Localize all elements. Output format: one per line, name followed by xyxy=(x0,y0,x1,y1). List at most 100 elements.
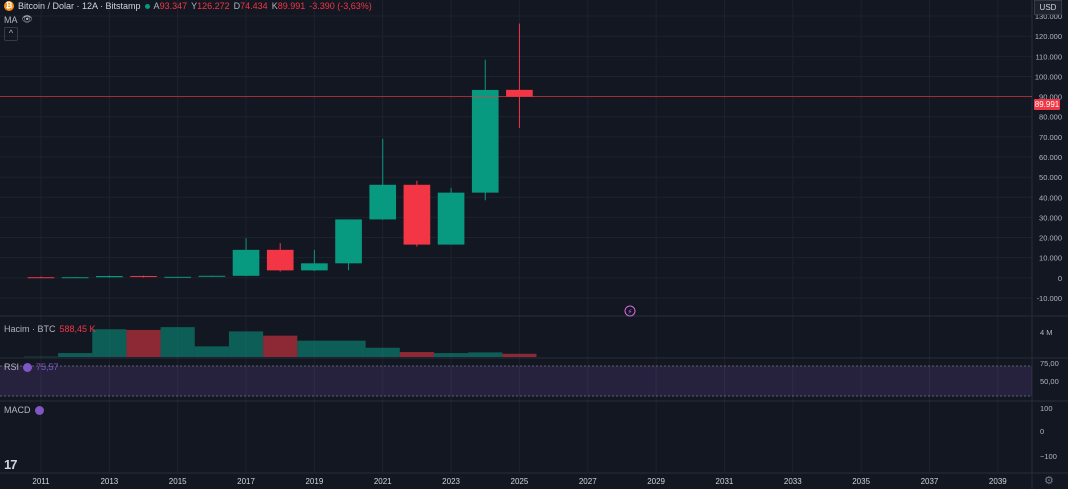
candle-body xyxy=(403,184,431,245)
rsi-pane-band xyxy=(0,365,1032,397)
time-tick-label: 2027 xyxy=(579,477,597,486)
price-tick-label: 90.000 xyxy=(1039,93,1062,102)
candle-2021[interactable] xyxy=(369,138,397,220)
candle-2016[interactable] xyxy=(198,275,226,278)
time-tick-label: 2025 xyxy=(511,477,529,486)
candle-body xyxy=(61,277,89,279)
macd-legend[interactable]: MACD xyxy=(4,405,44,415)
dividend-marker-icon[interactable]: ⚡ xyxy=(624,305,636,317)
volume-bar-2014 xyxy=(126,329,161,357)
indicator-icon xyxy=(34,405,44,415)
candles xyxy=(27,23,533,279)
volume-bar-2019 xyxy=(297,340,332,357)
time-tick-label: 2031 xyxy=(716,477,734,486)
settings-gear-icon[interactable]: ⚙ xyxy=(1044,475,1054,487)
rsi-legend[interactable]: RSI 75,57 xyxy=(4,362,59,372)
rsi-band xyxy=(0,366,1032,396)
price-tick-label: 130.000 xyxy=(1035,12,1062,21)
candle-2014[interactable] xyxy=(130,275,157,278)
ohlc-open-key: A xyxy=(153,1,160,11)
candle-2012[interactable] xyxy=(61,277,89,279)
price-tick-label: -10.000 xyxy=(1037,294,1062,303)
symbol-legend[interactable]: ₿ Bitcoin / Dolar · 12A · Bitstamp A93.3… xyxy=(4,1,372,11)
volume-bar-2011 xyxy=(23,356,59,358)
candle-2023[interactable] xyxy=(437,187,465,245)
sub-pane-ticks: 4 M 75,00 50,00 100 0 −100 xyxy=(1040,328,1059,461)
volume-bar-2020 xyxy=(331,340,366,357)
candle-body xyxy=(232,249,260,276)
price-scale-ticks: 130.000 120.000 110.000 100.000 90.000 80.000… xyxy=(1035,12,1062,303)
candle-2024[interactable] xyxy=(471,59,499,201)
candle-2025[interactable] xyxy=(506,23,533,128)
ma-label[interactable]: MA xyxy=(4,14,18,25)
time-tick-label: 2011 xyxy=(32,477,50,486)
time-tick-label: 2039 xyxy=(989,477,1007,486)
candle-2013[interactable] xyxy=(96,275,123,278)
volume-bar-2013 xyxy=(92,329,127,357)
ma-legend[interactable]: MA 👁 xyxy=(4,14,33,25)
volume-bar-2016 xyxy=(194,346,229,357)
candle-body xyxy=(130,276,157,278)
ohlc-low-key: D xyxy=(233,1,241,11)
candle-body xyxy=(506,89,533,97)
sub-pane-tick-label: 0 xyxy=(1040,427,1044,436)
candle-body xyxy=(301,263,328,271)
time-tick-label: 2033 xyxy=(784,477,802,486)
ohlc-low: 74.434 xyxy=(240,1,268,11)
current-price-label: 89.991 xyxy=(1034,99,1060,110)
time-tick-label: 2029 xyxy=(647,477,665,486)
candle-2011[interactable] xyxy=(27,276,55,279)
candle-2019[interactable] xyxy=(301,249,328,271)
volume-legend[interactable]: Hacim · BTC 588,45 K xyxy=(4,324,96,334)
collapse-legend-button[interactable]: ^ xyxy=(4,27,18,41)
indicator-icon xyxy=(23,362,33,372)
bitcoin-icon: ₿ xyxy=(4,1,14,11)
price-tick-label: 70.000 xyxy=(1039,133,1062,142)
tradingview-logo[interactable]: 17 xyxy=(4,457,18,472)
price-tick-label: 30.000 xyxy=(1039,213,1062,222)
volume-bar-2021 xyxy=(365,347,400,357)
candle-2017[interactable] xyxy=(232,238,260,277)
ohlc-high-key: Y xyxy=(191,1,198,11)
candle-body xyxy=(471,89,499,193)
ohlc-values: A93.347 Y126.272 D74.434 K89.991 -3.390 … xyxy=(154,1,372,11)
candle-2022[interactable] xyxy=(403,180,431,247)
candle-2020[interactable] xyxy=(335,219,362,271)
grid-lines xyxy=(0,0,1032,472)
time-tick-label: 2017 xyxy=(237,477,255,486)
price-tick-label: 120.000 xyxy=(1035,32,1062,41)
sub-pane-tick-label: 75,00 xyxy=(1040,359,1059,368)
eye-icon[interactable]: 👁 xyxy=(21,14,33,24)
ohlc-open: 93.347 xyxy=(159,1,188,11)
time-tick-label: 2023 xyxy=(442,477,460,486)
volume-bar-2025 xyxy=(502,353,537,357)
time-tick-label: 2013 xyxy=(100,477,118,486)
candle-2018[interactable] xyxy=(266,243,294,272)
time-axis-ticks: 2011 2013 2015 2017 2019 2021 2023 2025 2027 2029… xyxy=(32,477,1007,486)
price-tick-label: 60.000 xyxy=(1039,153,1062,162)
price-tick-label: 100.000 xyxy=(1035,72,1062,81)
candle-2015[interactable] xyxy=(164,276,192,278)
volume-label[interactable]: Hacim · BTC xyxy=(4,324,56,334)
candle-body xyxy=(369,184,397,220)
time-tick-label: 2015 xyxy=(169,477,187,486)
price-tick-label: 0 xyxy=(1058,274,1062,283)
rsi-label[interactable]: RSI xyxy=(4,362,20,372)
volume-bar-2015 xyxy=(160,327,195,357)
symbol-title[interactable]: Bitcoin / Dolar · 12A · Bitstamp xyxy=(18,1,141,11)
price-tick-label: 40.000 xyxy=(1039,193,1062,202)
macd-label[interactable]: MACD xyxy=(4,405,31,415)
ohlc-change: -3.390 (-3,63%) xyxy=(309,1,372,11)
ohlc-close-key: K xyxy=(271,1,278,11)
currency-button[interactable]: USD xyxy=(1034,0,1062,15)
volume-bar-2023 xyxy=(433,353,469,357)
volume-bar-2012 xyxy=(58,353,93,357)
time-tick-label: 2035 xyxy=(852,477,870,486)
candle-body xyxy=(335,219,362,264)
sub-pane-tick-label: 4 M xyxy=(1040,328,1053,337)
sub-pane-tick-label: 100 xyxy=(1040,404,1053,413)
sub-pane-tick-label: −100 xyxy=(1040,452,1057,461)
ohlc-close: 89.991 xyxy=(277,1,306,11)
rsi-value: 75,57 xyxy=(36,362,59,372)
